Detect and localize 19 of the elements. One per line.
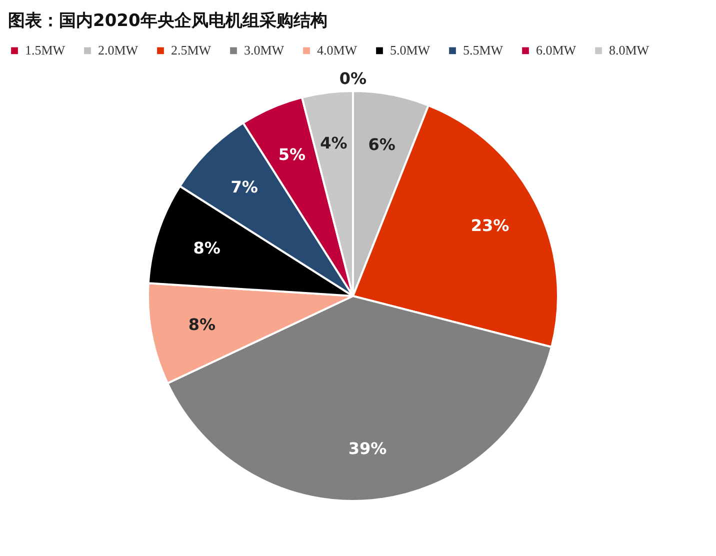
- legend-label: 2.0MW: [98, 42, 139, 58]
- data-label: 6%: [368, 134, 396, 154]
- data-label: 8%: [193, 238, 220, 258]
- data-label: 8%: [188, 314, 216, 334]
- data-label: 7%: [230, 177, 258, 196]
- data-label: 5%: [278, 144, 306, 164]
- data-label: 4%: [320, 133, 348, 152]
- data-label: 39%: [348, 439, 387, 458]
- legend-label: 5.0MW: [390, 42, 431, 58]
- text: 0%: [339, 69, 367, 88]
- chart-title: 图表：国内2020年央企风电机组采购结构: [8, 11, 328, 31]
- legend-label: 8.0MW: [609, 42, 650, 58]
- legend-label: 4.0MW: [317, 42, 358, 58]
- legend-label: 6.0MW: [536, 42, 577, 58]
- legend-label: 3.0MW: [244, 42, 285, 58]
- legend-label: 1.5MW: [25, 42, 66, 58]
- legend-label: 2.5MW: [171, 42, 212, 58]
- legend-label: 5.5MW: [463, 42, 504, 58]
- data-label: 23%: [470, 216, 510, 236]
